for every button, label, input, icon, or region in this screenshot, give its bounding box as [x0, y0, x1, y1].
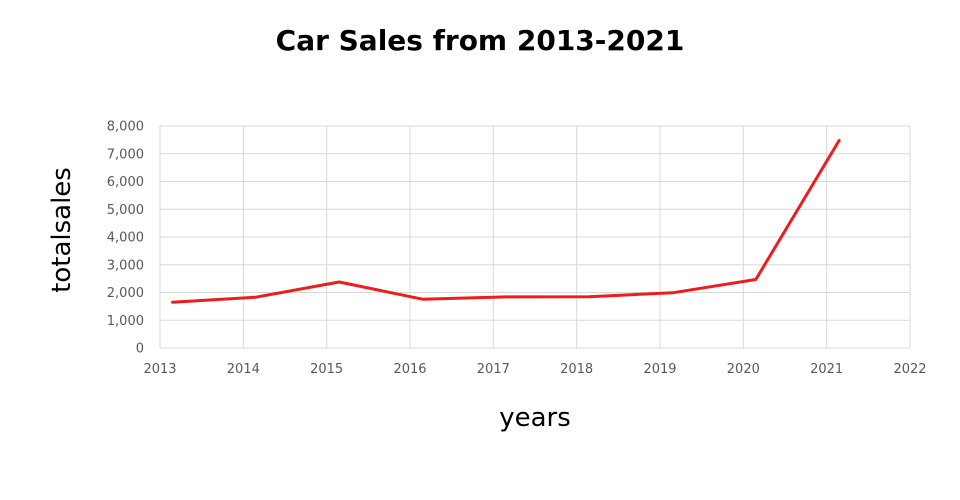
x-tick-label: 2014	[227, 362, 260, 377]
y-tick-label: 1,000	[107, 314, 144, 329]
x-tick-label: 2019	[643, 362, 676, 377]
y-tick-labels: 0 1,000 2,000 3,000 4,000 5,000 6,000 7,000 8,00…	[107, 120, 144, 357]
x-axis-title: years	[499, 403, 571, 433]
x-tick-label: 2017	[477, 362, 510, 377]
chart-title: Car Sales from 2013-2021	[275, 24, 685, 57]
y-tick-label: 2,000	[107, 286, 144, 301]
x-tick-label: 2022	[893, 362, 926, 377]
series-line	[171, 138, 841, 304]
x-tick-label: 2020	[727, 362, 760, 377]
y-tick-label: 8,000	[107, 120, 144, 135]
gridlines	[159, 125, 911, 349]
y-tick-label: 4,000	[107, 231, 144, 246]
x-tick-label: 2015	[310, 362, 343, 377]
series	[171, 138, 841, 304]
y-tick-label: 5,000	[107, 203, 144, 218]
y-tick-label: 3,000	[107, 258, 144, 273]
x-tick-label: 2018	[560, 362, 593, 377]
x-tick-labels: 2013 2014 2015 2016 2017 2018 2019 2020 2021 2022	[143, 362, 926, 377]
x-tick-label: 2021	[810, 362, 843, 377]
y-tick-label: 6,000	[107, 175, 144, 190]
y-tick-label: 7,000	[107, 147, 144, 162]
x-tick-label: 2013	[143, 362, 176, 377]
x-tick-label: 2016	[393, 362, 426, 377]
y-tick-label: 0	[136, 342, 144, 357]
